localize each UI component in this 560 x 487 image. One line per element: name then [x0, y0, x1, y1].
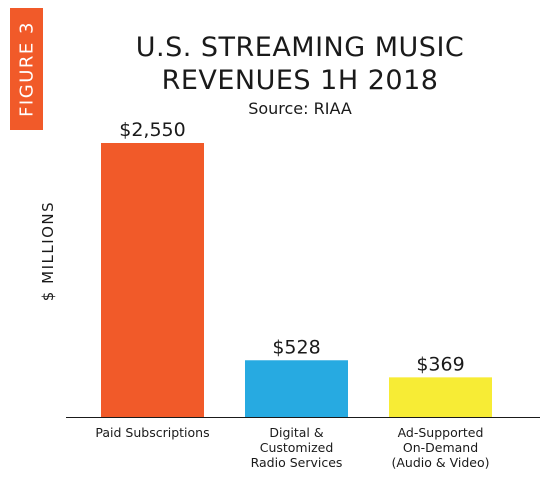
category-label-1-line-1: Customized: [260, 440, 334, 455]
bar-value-label-2: $369: [416, 353, 464, 375]
bar-2: [389, 377, 492, 417]
chart-title-line-2: REVENUES 1H 2018: [161, 65, 439, 96]
bar-1: [245, 360, 348, 417]
figure-tag: FIGURE 3: [10, 8, 43, 130]
category-label-1: Digital & Customized Radio Services: [251, 425, 343, 470]
bar-value-label-0: $2,550: [119, 119, 185, 141]
category-label-0: Paid Subscriptions: [95, 425, 209, 440]
category-label-2-line-1: On-Demand: [403, 440, 478, 455]
category-label-2-line-0: Ad-Supported: [398, 425, 484, 440]
category-label-0-line-0: Paid Subscriptions: [95, 425, 209, 440]
category-label-1-line-0: Digital &: [269, 425, 324, 440]
category-label-2-line-2: (Audio & Video): [392, 455, 490, 470]
category-label-1-line-2: Radio Services: [251, 455, 343, 470]
chart-subtitle: Source: RIAA: [248, 99, 352, 118]
category-label-2: Ad-Supported On-Demand (Audio & Video): [392, 425, 490, 470]
bar-value-label-1: $528: [272, 336, 320, 358]
chart-title-line-1: U.S. STREAMING MUSIC: [135, 32, 465, 63]
bar-0: [101, 143, 204, 417]
